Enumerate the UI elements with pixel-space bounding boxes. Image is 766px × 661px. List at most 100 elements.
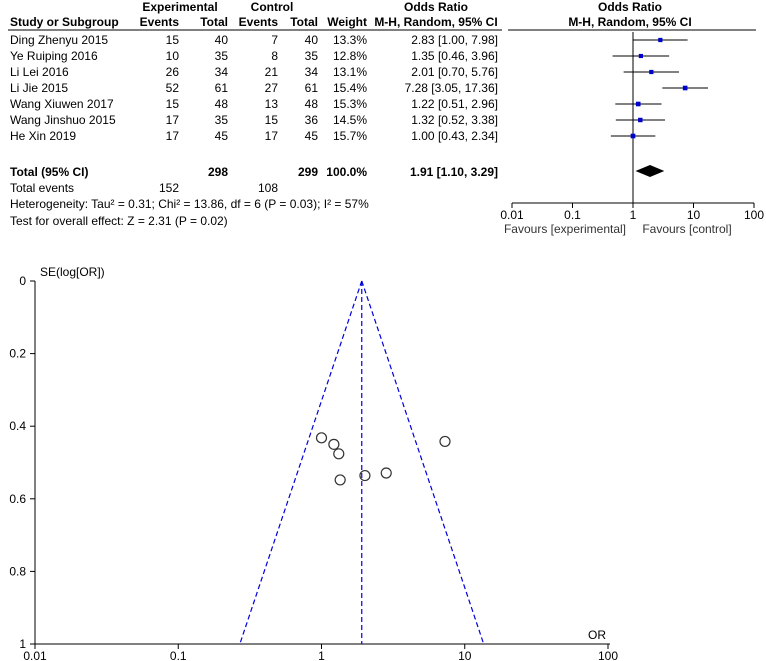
study-cell-ctrl-total: 61 [305, 81, 319, 95]
study-cell-exp-total: 40 [215, 33, 229, 47]
study-cell-exp-events: 17 [166, 129, 180, 143]
funnel-study-point [359, 469, 371, 482]
study-cell-exp-total: 35 [215, 113, 229, 127]
study-cell-name: Ye Ruiping 2016 [10, 49, 98, 63]
funnel-y-tick-label: 0.2 [9, 347, 26, 361]
funnel-x-tick-label: 0.1 [170, 649, 187, 661]
study-cell-exp-total: 48 [215, 97, 229, 111]
header-exp-events: Events [140, 15, 180, 29]
header-weight: Weight [327, 15, 367, 29]
study-cell-exp-total: 35 [215, 49, 229, 63]
funnel-study-point [328, 438, 340, 450]
study-cell-ci-text: 1.22 [0.51, 2.96] [411, 97, 498, 111]
forest-marks [610, 37, 708, 177]
forest-tick-label: 1 [630, 208, 637, 222]
header-control: Control [251, 0, 294, 14]
header-ctrl-events: Events [239, 15, 279, 29]
funnel-x-tick-label: 0.01 [23, 649, 47, 661]
study-cell-name: Ding Zhenyu 2015 [10, 33, 108, 47]
study-point-estimate [649, 69, 654, 75]
study-cell-name: Li Jie 2015 [10, 81, 68, 95]
study-cell-ci-text: 1.35 [0.46, 3.96] [411, 49, 498, 63]
study-cell-weight: 15.4% [333, 81, 367, 95]
header-experimental: Experimental [142, 0, 217, 14]
study-cell-name: He Xin 2019 [10, 129, 76, 143]
favours-experimental: Favours [experimental] [504, 222, 626, 236]
study-cell-weight: 13.3% [333, 33, 367, 47]
study-cell-ctrl-total: 34 [305, 65, 319, 79]
study-cell-exp-events: 26 [166, 65, 180, 79]
events-exp: 152 [159, 181, 179, 195]
study-cell-ctrl-events: 15 [265, 113, 279, 127]
study-cell-exp-total: 45 [215, 129, 229, 143]
header-study: Study or Subgroup [10, 15, 119, 29]
study-cell-exp-total: 34 [215, 65, 229, 79]
study-cell-name: Wang Xiuwen 2017 [10, 97, 114, 111]
forest-tick-label: 0.01 [500, 208, 524, 222]
study-cell-ctrl-total: 45 [305, 129, 319, 143]
study-cell-ctrl-events: 7 [271, 33, 278, 47]
total-ctrl-total: 299 [298, 165, 318, 179]
study-point-estimate [630, 133, 636, 139]
study-cell-ctrl-total: 48 [305, 97, 319, 111]
funnel-y-tick-label: 0.6 [9, 492, 26, 506]
funnel-y-tick-label: 0.8 [9, 564, 26, 578]
funnel-x-tick-label: 10 [458, 649, 472, 661]
forest-tick-label: 10 [687, 208, 701, 222]
forest-graphic: 0.01 0.1 1 10 100 Favours [experimental] Fav… [500, 32, 764, 236]
funnel-right-limit [361, 280, 485, 645]
forest-table: Experimental Control Odds Ratio Odds Rat… [8, 0, 756, 228]
pooled-diamond [635, 165, 665, 177]
study-cell-name: Li Lei 2016 [10, 65, 69, 79]
header-exp-total: Total [200, 15, 228, 29]
favours-control: Favours [control] [642, 222, 731, 236]
study-cell-exp-events: 10 [166, 49, 180, 63]
study-cell-ci-text: 1.00 [0.43, 2.34] [411, 129, 498, 143]
funnel-study-point [380, 467, 392, 479]
study-cell-exp-events: 15 [166, 97, 180, 111]
funnel-x-tick-label: 100 [598, 649, 618, 661]
funnel-y-tick-label: 1 [19, 637, 26, 651]
funnel-study-point [315, 432, 328, 444]
study-point-estimate [635, 101, 641, 107]
study-cell-ctrl-total: 35 [305, 49, 319, 63]
funnel-study-point [333, 448, 345, 460]
study-cell-ctrl-events: 13 [265, 97, 279, 111]
funnel-y-ticks: 0 0.2 0.4 0.6 0.8 1 [9, 274, 35, 651]
study-cell-weight: 12.8% [333, 49, 367, 63]
funnel-x-title: OR [588, 628, 606, 642]
funnel-lines [239, 280, 485, 645]
heterogeneity-text: Heterogeneity: Tau² = 0.31; Chi² = 13.86… [10, 197, 369, 211]
funnel-study-point [334, 474, 346, 486]
events-label: Total events [10, 181, 74, 195]
study-cell-ci-text: 2.01 [0.70, 5.76] [411, 65, 498, 79]
forest-tick-label: 100 [744, 208, 764, 222]
overall-effect-text: Test for overall effect: Z = 2.31 (P = 0… [10, 214, 228, 228]
total-label: Total (95% CI) [10, 165, 88, 179]
funnel-y-tick-label: 0.4 [9, 419, 26, 433]
header-or-title-left: Odds Ratio [404, 0, 468, 14]
funnel-x-ticks: 0.01 0.1 1 10 100 [23, 644, 618, 661]
header-ctrl-total: Total [290, 15, 318, 29]
study-point-estimate [638, 117, 643, 123]
study-point-estimate [682, 85, 688, 91]
study-cell-ci-text: 7.28 [3.05, 17.36] [405, 81, 498, 95]
study-cell-ci-text: 1.32 [0.52, 3.38] [411, 113, 498, 127]
study-cell-exp-events: 17 [166, 113, 180, 127]
study-cell-ctrl-total: 36 [305, 113, 319, 127]
funnel-study-point [439, 435, 451, 448]
funnel-y-tick-label: 0 [19, 274, 26, 288]
total-ci-text: 1.91 [1.10, 3.29] [410, 165, 498, 179]
funnel-plot: SE(log[OR]) OR 0 0.2 0.4 0.6 0.8 1 0.01 0.1 1 10… [9, 265, 618, 661]
study-cell-ctrl-events: 17 [265, 129, 279, 143]
total-weight: 100.0% [326, 165, 367, 179]
study-cell-name: Wang Jinshuo 2015 [10, 113, 116, 127]
header-or-method-left: M-H, Random, 95% CI [374, 15, 497, 29]
study-cell-ci-text: 2.83 [1.00, 7.98] [411, 33, 498, 47]
events-ctrl: 108 [258, 181, 278, 195]
study-cell-exp-events: 15 [166, 33, 180, 47]
study-cell-exp-events: 52 [166, 81, 180, 95]
funnel-left-limit [239, 280, 363, 645]
study-point-estimate [658, 37, 663, 43]
